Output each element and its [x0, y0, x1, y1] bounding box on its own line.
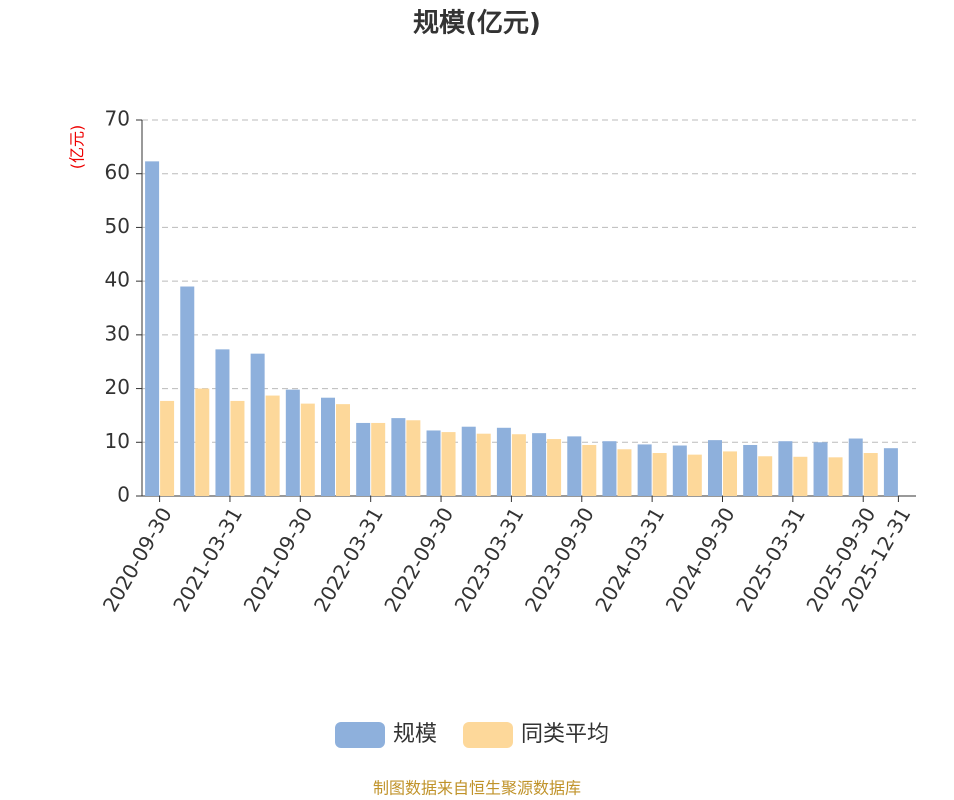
y-tick-label: 70: [105, 107, 130, 131]
legend-swatch: [463, 722, 513, 748]
y-tick-label: 60: [105, 160, 130, 184]
x-tick-label: 2023-03-31: [450, 503, 529, 616]
bar: [848, 438, 863, 496]
bar: [672, 445, 687, 496]
x-tick-label: 2021-09-30: [239, 503, 318, 616]
bar: [723, 451, 737, 496]
bar: [250, 353, 265, 496]
bar: [160, 400, 175, 496]
bar: [496, 427, 511, 496]
y-tick-label: 40: [105, 268, 130, 292]
bar: [637, 444, 652, 496]
bar: [476, 433, 491, 496]
y-tick-label: 10: [105, 429, 130, 453]
bar: [652, 453, 667, 496]
x-tick-label: 2020-09-30: [98, 503, 177, 616]
bar: [567, 436, 582, 496]
bar: [687, 454, 702, 496]
bar: [265, 395, 280, 496]
x-tick-label: 2025-03-31: [731, 503, 810, 616]
bar: [602, 441, 617, 496]
bar: [883, 448, 898, 496]
bar: [230, 400, 245, 496]
bar: [708, 440, 722, 496]
bar: [300, 403, 315, 496]
bar: [828, 457, 843, 496]
bar: [863, 453, 878, 496]
bar: [758, 456, 773, 496]
bar: [547, 439, 562, 496]
legend-swatch: [335, 722, 385, 748]
y-tick-label: 50: [105, 214, 130, 238]
bar: [195, 388, 210, 496]
bar: [743, 444, 758, 496]
bar: [371, 422, 386, 496]
x-tick-label: 2022-09-30: [379, 503, 458, 616]
x-tick-label: 2023-09-30: [520, 503, 599, 616]
bar: [356, 422, 371, 496]
x-tick-label: 2024-09-30: [661, 503, 740, 616]
bar: [180, 286, 195, 496]
x-tick-label: 2024-03-31: [590, 503, 669, 616]
bar: [461, 426, 476, 496]
bar: [215, 349, 230, 496]
bar: [532, 433, 547, 496]
bar: [336, 404, 350, 496]
y-tick-label: 30: [105, 321, 130, 345]
y-tick-label: 20: [105, 375, 130, 399]
bar: [406, 420, 421, 496]
bar: [813, 442, 828, 496]
y-axis-label: (亿元): [68, 125, 87, 170]
bar: [511, 434, 526, 496]
bar: [391, 418, 406, 496]
bar: [441, 432, 456, 496]
legend-label: 同类平均: [521, 722, 609, 747]
source-note: 制图数据来自恒生聚源数据库: [373, 779, 581, 798]
bar: [321, 397, 335, 496]
bar: [617, 449, 632, 496]
bar: [793, 456, 808, 496]
y-tick-label: 0: [117, 483, 130, 507]
legend-label: 规模: [393, 722, 437, 747]
bar: [582, 444, 597, 496]
chart-title: 规模(亿元): [413, 9, 541, 39]
x-tick-label: 2022-03-31: [309, 503, 388, 616]
bar: [145, 161, 160, 497]
bar: [285, 389, 300, 496]
x-tick-label: 2021-03-31: [168, 503, 247, 616]
bar: [778, 441, 793, 496]
bar: [426, 430, 441, 496]
